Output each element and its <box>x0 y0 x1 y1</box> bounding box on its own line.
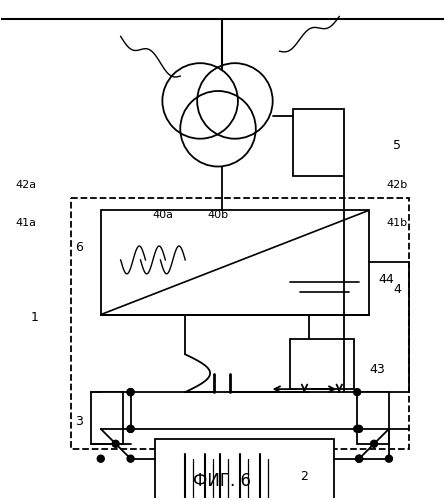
Text: 2: 2 <box>300 470 308 482</box>
Circle shape <box>354 388 360 396</box>
Text: 44: 44 <box>378 274 394 286</box>
Bar <box>290 340 354 389</box>
Text: 3: 3 <box>75 415 83 428</box>
Bar <box>357 392 389 444</box>
Text: 40a: 40a <box>152 210 173 220</box>
Text: 6: 6 <box>75 241 83 254</box>
Text: ФИГ. 6: ФИГ. 6 <box>193 472 251 490</box>
Text: 40b: 40b <box>207 210 229 220</box>
Bar <box>292 109 344 176</box>
Circle shape <box>356 455 363 462</box>
Text: 4: 4 <box>393 284 401 296</box>
Text: 5: 5 <box>393 139 401 152</box>
Circle shape <box>354 426 360 432</box>
Text: 1: 1 <box>31 310 39 324</box>
Text: 43: 43 <box>369 363 385 376</box>
Circle shape <box>356 455 363 462</box>
Circle shape <box>371 440 377 448</box>
Text: 41b: 41b <box>387 218 408 228</box>
Circle shape <box>127 388 134 396</box>
Text: 41a: 41a <box>15 218 36 228</box>
Text: 42b: 42b <box>387 180 408 190</box>
Circle shape <box>97 455 104 462</box>
Bar <box>101 210 369 314</box>
Circle shape <box>385 455 392 462</box>
Circle shape <box>356 426 363 432</box>
Circle shape <box>127 426 134 432</box>
Text: 42a: 42a <box>15 180 36 190</box>
Bar <box>155 439 334 500</box>
Circle shape <box>127 455 134 462</box>
Circle shape <box>127 426 134 432</box>
Circle shape <box>127 388 134 396</box>
Bar <box>91 392 123 444</box>
Bar <box>71 198 409 449</box>
Circle shape <box>112 440 119 448</box>
